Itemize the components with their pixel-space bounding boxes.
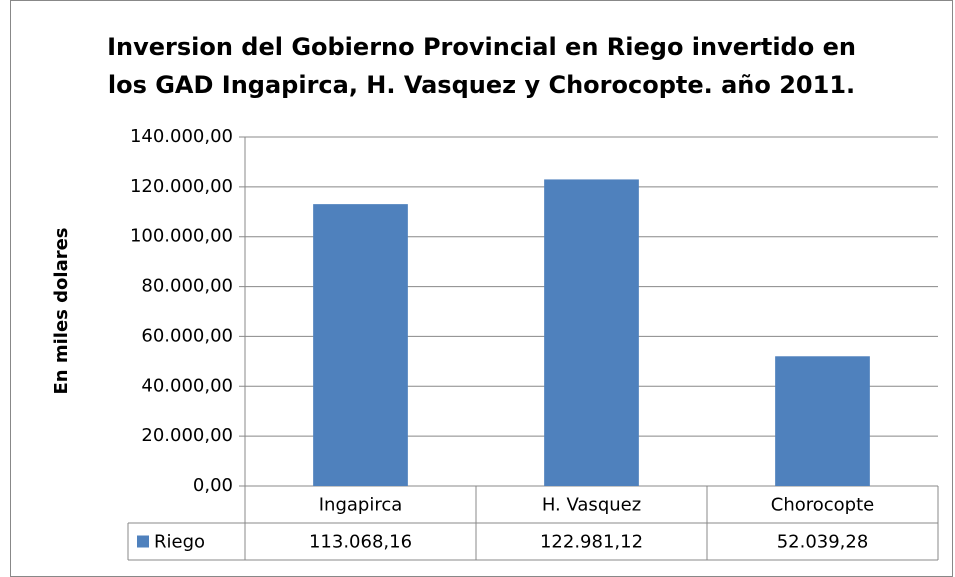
y-tick-label: 0,00 <box>193 475 233 496</box>
data-table-value: 52.039,28 <box>777 532 869 553</box>
x-tick-label: Ingapirca <box>319 495 403 516</box>
y-tick-label: 100.000,00 <box>130 226 233 247</box>
data-table-value: 122.981,12 <box>540 532 643 553</box>
y-axis-label: En miles dolares <box>51 227 72 394</box>
y-tick-label: 40.000,00 <box>141 375 233 396</box>
x-tick-label: H. Vasquez <box>542 495 641 516</box>
bar <box>775 356 870 486</box>
y-tick-label: 120.000,00 <box>130 176 233 197</box>
y-tick-label: 80.000,00 <box>141 276 233 297</box>
bar <box>313 204 408 487</box>
bar <box>544 179 639 486</box>
chart-title: Inversion del Gobierno Provincial en Rie… <box>107 33 856 99</box>
y-tick-label: 140.000,00 <box>130 126 233 147</box>
legend-label: Riego <box>154 532 205 553</box>
legend-swatch <box>137 535 149 548</box>
y-tick-label: 20.000,00 <box>141 425 233 446</box>
x-tick-label: Chorocopte <box>771 495 874 516</box>
data-table-value: 113.068,16 <box>309 532 412 553</box>
y-tick-label: 60.000,00 <box>141 325 233 346</box>
